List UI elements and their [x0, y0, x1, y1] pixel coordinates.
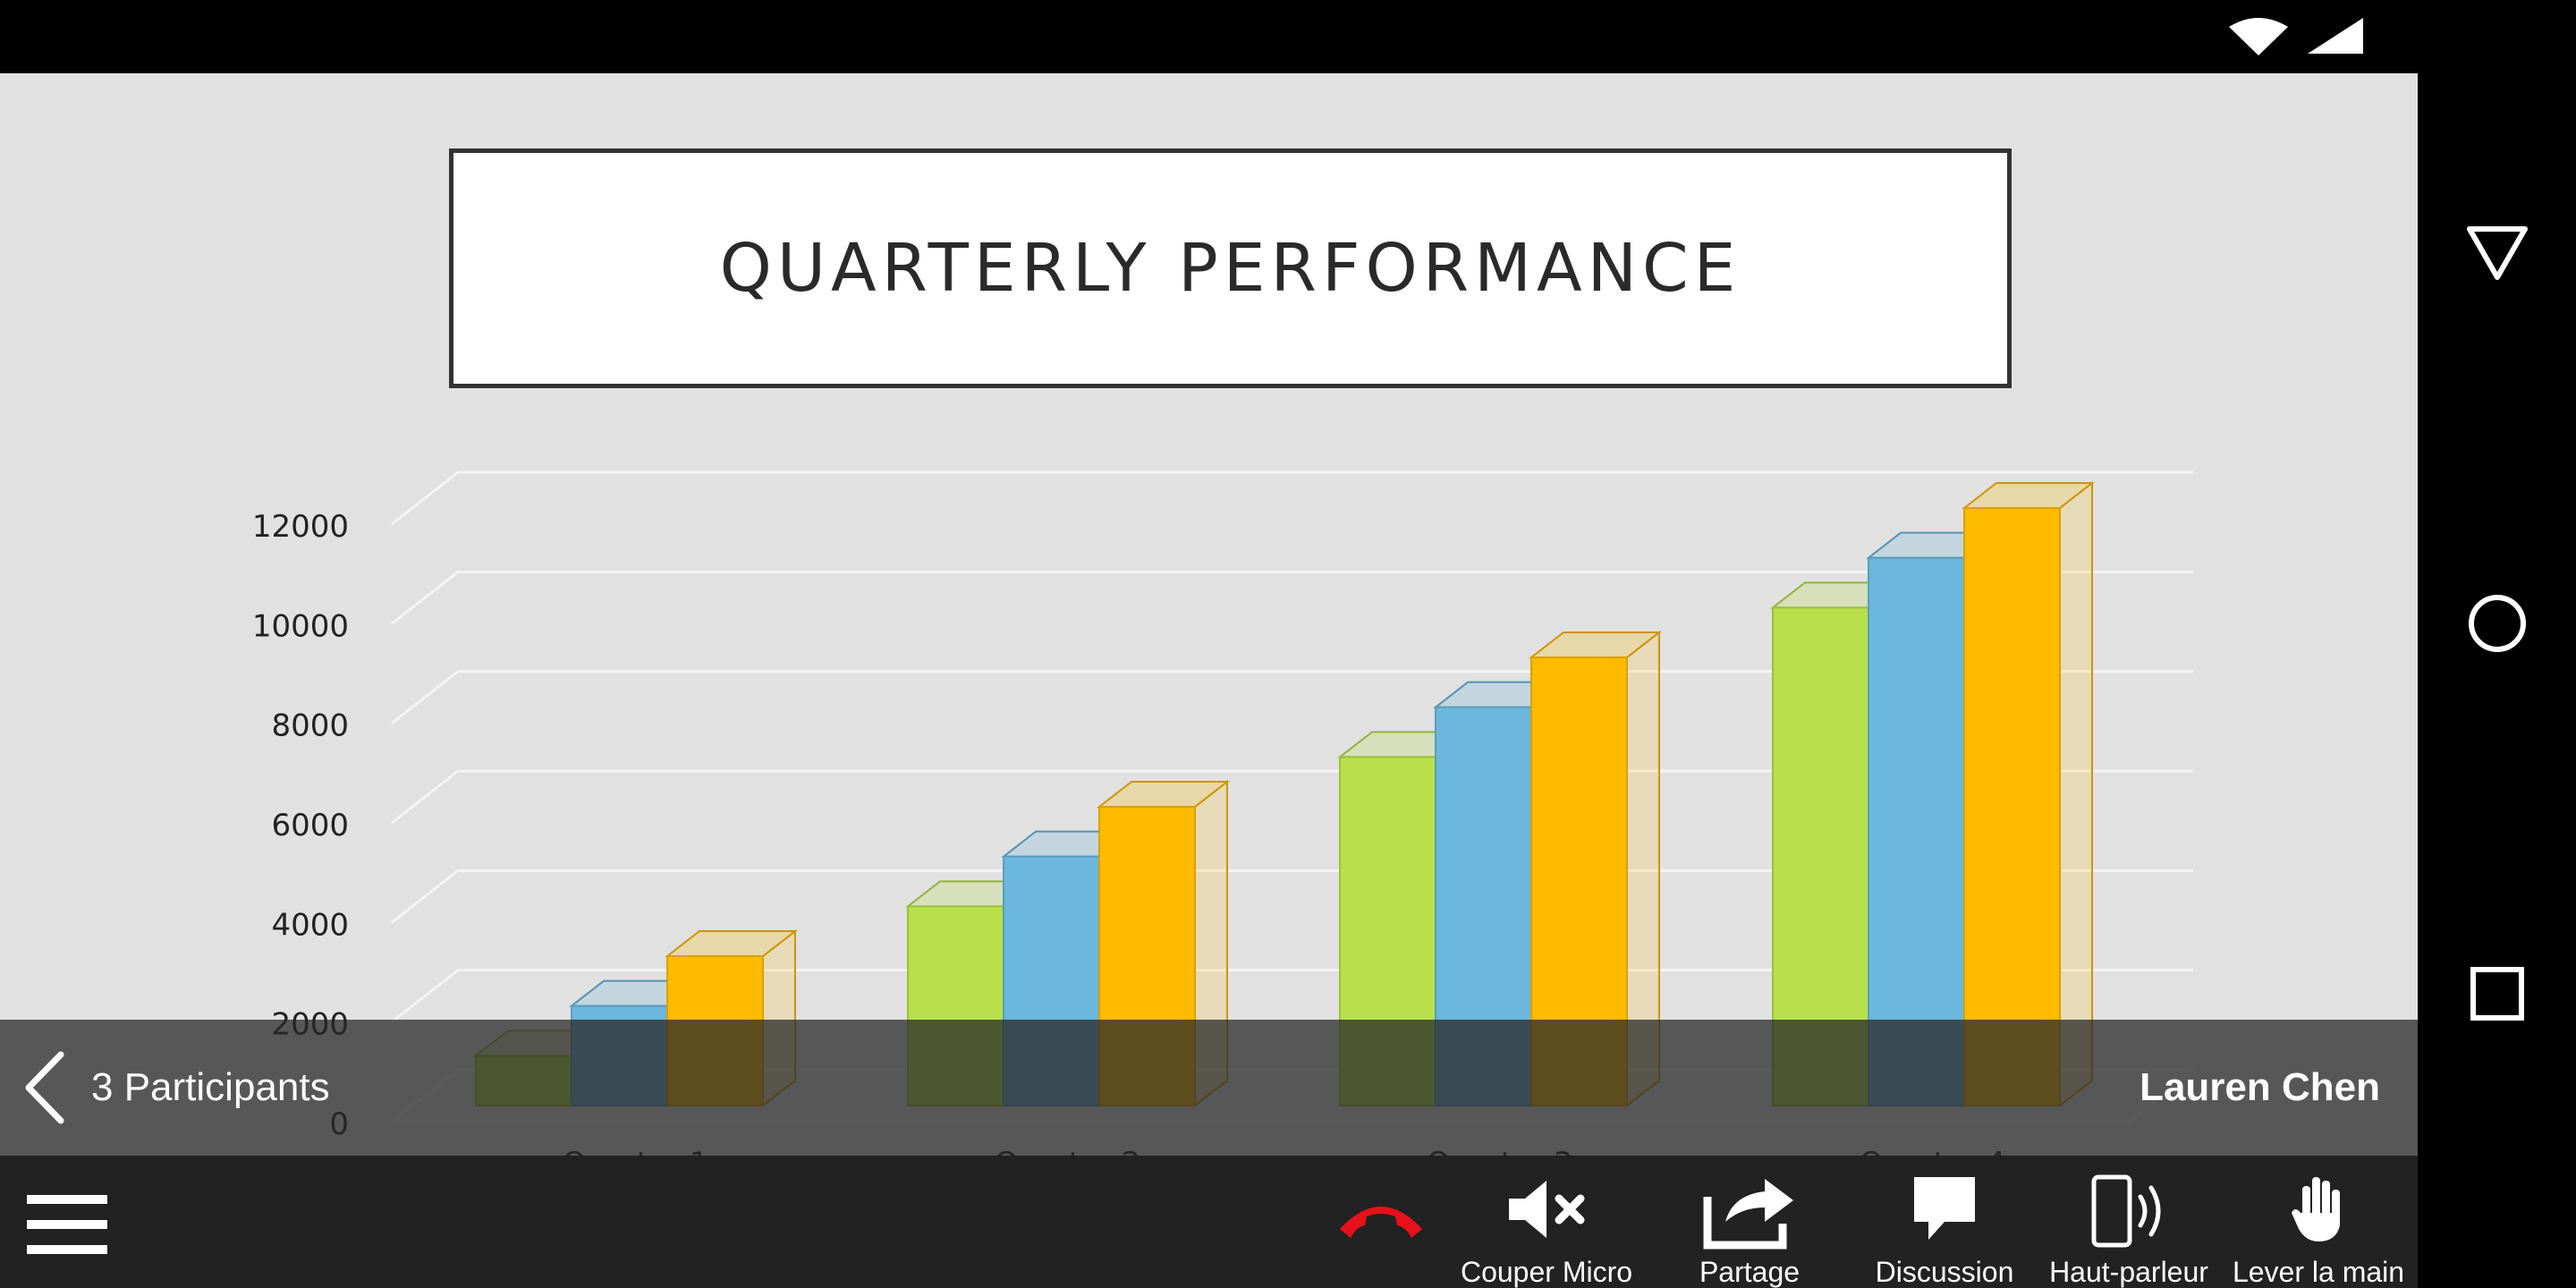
recents-icon[interactable] [2470, 966, 2525, 1021]
mute-microphone-button[interactable]: Couper Micro [1453, 1156, 1640, 1288]
hang-up-icon[interactable] [1333, 1195, 1429, 1249]
speakerphone-icon [2091, 1174, 2161, 1248]
wifi-icon [2229, 18, 2288, 55]
gridline-depth [391, 670, 459, 724]
slide-title: QUARTERLY PERFORMANCE [719, 230, 1741, 307]
call-toolbar: Couper Micro Partage Discussion Haut-par… [0, 1156, 2418, 1288]
gridline-depth [391, 969, 459, 1023]
gridline-depth [391, 470, 459, 526]
speaker-button[interactable]: Haut-parleur [2041, 1156, 2216, 1288]
slide-title-box: QUARTERLY PERFORMANCE [449, 148, 2012, 388]
status-bar [0, 0, 2576, 73]
system-navigation-bar [2418, 73, 2576, 1288]
speaker-label: Haut-parleur [2049, 1256, 2208, 1288]
y-tick-label: 12000 [252, 509, 349, 545]
mute-label: Couper Micro [1460, 1256, 1633, 1288]
bar-product-3-quarter-4 [1963, 507, 2061, 1106]
chat-label: Discussion [1875, 1256, 2014, 1288]
raise-hand-icon [2292, 1177, 2340, 1241]
chevron-left-icon [25, 1051, 64, 1124]
presenter-name: Lauren Chen [2140, 1065, 2380, 1109]
y-tick-label: 4000 [271, 907, 349, 943]
gridline-depth [391, 571, 459, 625]
bar-side-face [2059, 480, 2093, 1108]
chat-bubble-icon [1914, 1177, 1975, 1240]
back-icon[interactable] [2466, 225, 2529, 281]
share-label: Partage [1699, 1256, 1801, 1288]
y-tick-label: 8000 [271, 708, 349, 744]
y-tick-label: 10000 [252, 608, 349, 644]
y-tick-label: 6000 [271, 808, 349, 843]
share-button[interactable]: Partage [1669, 1156, 1830, 1288]
bar-product-2-quarter-4 [1868, 556, 1965, 1106]
gridline-depth [391, 769, 459, 825]
share-icon [1703, 1179, 1793, 1250]
home-icon[interactable] [2466, 592, 2529, 655]
gridline-depth [391, 869, 459, 924]
meeting-info-bar: 3 Participants Lauren Chen [0, 1020, 2418, 1156]
raise-hand-button[interactable]: Lever la main [2225, 1156, 2411, 1288]
menu-icon[interactable] [27, 1193, 107, 1256]
participants-button[interactable]: 3 Participants [21, 1020, 330, 1156]
cellular-signal-icon [2308, 18, 2363, 54]
chat-button[interactable]: Discussion [1855, 1156, 2034, 1288]
participants-count: 3 Participants [91, 1065, 330, 1109]
raise-hand-label: Lever la main [2232, 1256, 2405, 1288]
microphone-muted-icon [1509, 1181, 1585, 1238]
